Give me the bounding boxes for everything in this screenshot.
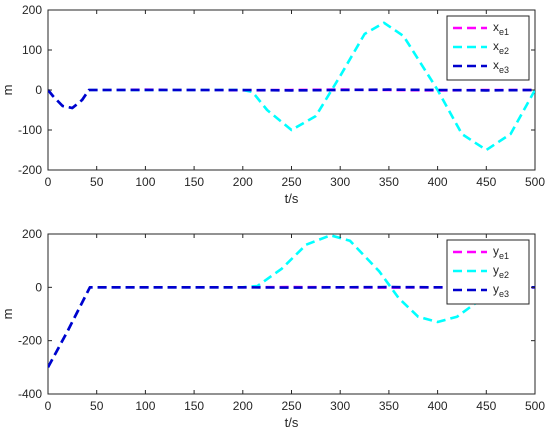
legend-series-name: x: [493, 58, 499, 72]
legend-series-subscript: e2: [499, 46, 509, 56]
top-y-axis-label: m: [0, 85, 15, 96]
bottom-ytick-label: -200: [18, 334, 42, 348]
top-series-xe2: [48, 21, 535, 152]
legend-series-name: y: [493, 244, 499, 258]
top-legend-label-xe3: xe3: [493, 58, 509, 75]
bottom-xtick-label: 200: [233, 399, 253, 413]
top-xtick-label: 0: [45, 175, 52, 189]
top-series-xe3: [48, 88, 535, 110]
bottom-xtick-label: 50: [90, 399, 104, 413]
top-xtick-label: 350: [379, 175, 399, 189]
top-xtick-label: 200: [233, 175, 253, 189]
top-xtick-label: 300: [330, 175, 350, 189]
top-xtick-label: 500: [525, 175, 545, 189]
top-xtick-label: 100: [135, 175, 155, 189]
legend-series-subscript: e3: [499, 65, 509, 75]
bottom-xtick-label: 400: [428, 399, 448, 413]
bottom-xtick-label: 350: [379, 399, 399, 413]
bottom-xtick-label: 500: [525, 399, 545, 413]
legend-series-name: y: [493, 282, 499, 296]
top-x-axis-label: t/s: [285, 191, 299, 206]
top-ytick-label: 200: [22, 3, 42, 17]
bottom-xtick-label: 300: [330, 399, 350, 413]
top-xtick-label: 150: [184, 175, 204, 189]
bottom-xtick-label: 450: [476, 399, 496, 413]
top-xtick-label: 450: [476, 175, 496, 189]
bottom-legend-label-ye1: ye1: [493, 244, 509, 261]
top-ytick-label: -200: [18, 163, 42, 177]
top-xtick-label: 400: [428, 175, 448, 189]
bottom-y-axis-label: m: [0, 309, 15, 320]
top-legend-label-xe1: xe1: [493, 20, 509, 37]
top-xtick-label: 50: [90, 175, 104, 189]
bottom-xtick-label: 100: [135, 399, 155, 413]
legend-series-name: x: [493, 39, 499, 53]
top-legend-label-xe2: xe2: [493, 39, 509, 56]
bottom-xtick-label: 150: [184, 399, 204, 413]
bottom-panel: 0 50 100 150 200 250 300 350 400 450 500 200 0 -200 -4…: [0, 227, 545, 430]
legend-series-name: x: [493, 20, 499, 34]
bottom-ytick-label: 200: [22, 227, 42, 241]
legend-series-subscript: e3: [499, 289, 509, 299]
bottom-ytick-label: 0: [35, 280, 42, 294]
top-ytick-label: 100: [22, 43, 42, 57]
bottom-x-axis-label: t/s: [285, 415, 299, 430]
legend-series-subscript: e1: [499, 251, 509, 261]
legend-series-subscript: e1: [499, 27, 509, 37]
bottom-series-ye3: [48, 285, 535, 368]
bottom-xtick-label: 0: [45, 399, 52, 413]
legend-series-name: y: [493, 263, 499, 277]
top-panel: 0 50 100 150 200 250 300 350 400 450 500 200 100 0 -10…: [0, 3, 545, 206]
top-ytick-label: 0: [35, 83, 42, 97]
top-ytick-label: -100: [18, 123, 42, 137]
bottom-legend-label-ye3: ye3: [493, 282, 509, 299]
legend-series-subscript: e2: [499, 270, 509, 280]
bottom-legend-label-ye2: ye2: [493, 263, 509, 280]
top-xtick-label: 250: [281, 175, 301, 189]
bottom-ytick-label: -400: [18, 387, 42, 401]
bottom-xtick-label: 250: [281, 399, 301, 413]
